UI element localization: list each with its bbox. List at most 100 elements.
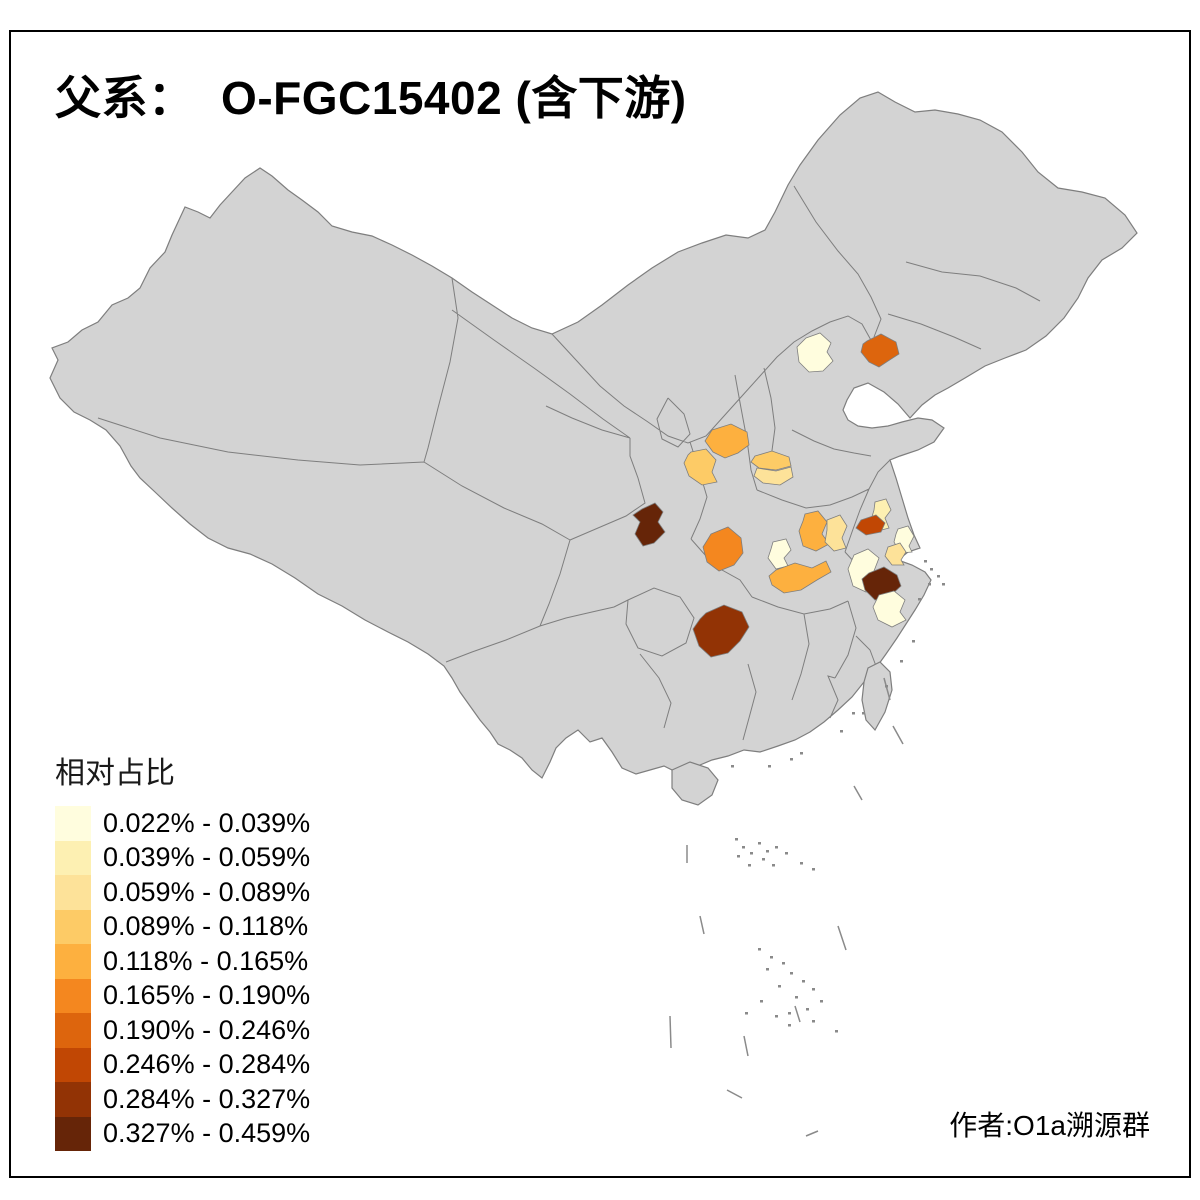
legend-label: 0.022% - 0.039% xyxy=(103,807,311,838)
region-zhejiang-south xyxy=(872,590,907,628)
island-speck xyxy=(731,765,734,768)
sea-dash xyxy=(699,915,705,935)
island-speck xyxy=(766,850,769,853)
legend-label: 0.246% - 0.284% xyxy=(103,1049,311,1080)
legend-swatch xyxy=(55,1047,91,1082)
island-speck xyxy=(800,862,803,865)
region-henan-west-lower xyxy=(753,466,794,486)
legend-label: 0.059% - 0.089% xyxy=(103,876,311,907)
island-speck xyxy=(852,712,855,715)
island-speck xyxy=(782,962,785,965)
island-speck xyxy=(802,980,805,983)
sea-dash xyxy=(837,925,847,951)
island-speck xyxy=(785,852,788,855)
island-speck xyxy=(775,1015,778,1018)
island-speck xyxy=(766,968,769,971)
island-speck xyxy=(735,838,738,841)
region-gansu-east xyxy=(683,448,718,486)
region-sichuan-east xyxy=(702,526,744,572)
island-speck xyxy=(928,583,931,586)
small-islands xyxy=(731,560,945,1033)
region-zhejiang-north xyxy=(884,542,907,566)
island-speck xyxy=(760,1000,763,1003)
sea-dash xyxy=(853,785,863,801)
sea-dash xyxy=(726,1089,743,1099)
island-speck xyxy=(788,1024,791,1027)
legend-swatch xyxy=(55,1116,91,1151)
legend-swatch xyxy=(55,875,91,910)
island-speck xyxy=(840,730,843,733)
island-speck xyxy=(800,752,803,755)
island-speck xyxy=(812,1020,815,1023)
attribution-text: 作者:O1a溯源群 xyxy=(949,1110,1150,1141)
legend-label: 0.118% - 0.165% xyxy=(103,945,309,976)
island-speck xyxy=(750,852,753,855)
legend-label: 0.190% - 0.246% xyxy=(103,1014,311,1045)
region-hunan-west xyxy=(692,604,750,658)
region-beijing xyxy=(796,332,834,373)
region-hubei-east xyxy=(768,560,832,594)
island-speck xyxy=(748,864,751,867)
taiwan-island xyxy=(861,661,893,732)
island-speck xyxy=(778,985,781,988)
mainland-outline xyxy=(49,91,1138,791)
island-speck xyxy=(758,842,761,845)
island-speck xyxy=(924,560,927,563)
legend-row: 0.039% - 0.059% xyxy=(55,840,311,875)
island-speck xyxy=(862,712,865,715)
legend-label: 0.089% - 0.118% xyxy=(103,911,309,942)
sea-dash xyxy=(743,1035,749,1057)
island-speck xyxy=(937,575,940,578)
legend-rows: 0.022% - 0.039% 0.039% - 0.059% 0.059% - 0… xyxy=(55,806,310,1151)
island-speck xyxy=(737,855,740,858)
legend-swatch xyxy=(55,909,91,944)
legend-row: 0.165% - 0.190% xyxy=(55,978,311,1013)
legend-row: 0.059% - 0.089% xyxy=(55,875,310,910)
legend-swatch xyxy=(55,978,91,1013)
island-speck xyxy=(795,996,798,999)
sea-dash xyxy=(805,1130,819,1137)
region-shaanxi-north xyxy=(704,423,750,459)
region-henan-west-upper xyxy=(750,450,792,471)
sea-dash xyxy=(794,1005,801,1023)
region-jiangsu-south xyxy=(855,514,886,536)
legend-label: 0.039% - 0.059% xyxy=(103,842,311,873)
island-speck xyxy=(820,1000,823,1003)
legend-row: 0.022% - 0.039% xyxy=(55,806,310,841)
island-speck xyxy=(790,972,793,975)
region-sichuan-north xyxy=(632,502,666,547)
legend-label: 0.327% - 0.459% xyxy=(103,1118,311,1149)
island-speck xyxy=(912,640,915,643)
sea-dash xyxy=(892,725,904,745)
legend-swatch xyxy=(55,806,91,841)
highlighted-regions xyxy=(632,332,915,658)
legend-row: 0.118% - 0.165% xyxy=(55,944,310,979)
legend-row: 0.284% - 0.327% xyxy=(55,1082,310,1117)
island-speck xyxy=(788,1012,791,1015)
island-speck xyxy=(790,758,793,761)
island-speck xyxy=(758,948,761,951)
island-speck xyxy=(812,868,815,871)
hainan-island xyxy=(671,761,719,806)
island-speck xyxy=(745,1012,748,1015)
legend-swatch xyxy=(55,944,91,979)
island-speck xyxy=(742,846,745,849)
island-speck xyxy=(900,660,903,663)
island-speck xyxy=(770,956,773,959)
island-speck xyxy=(762,858,765,861)
legend-swatch xyxy=(55,1082,91,1117)
island-speck xyxy=(772,864,775,867)
island-speck xyxy=(942,583,945,586)
island-speck xyxy=(806,1008,809,1011)
sea-dash xyxy=(883,677,891,701)
legend-swatch xyxy=(55,1013,91,1048)
region-henan-south xyxy=(798,510,830,552)
island-speck xyxy=(918,598,921,601)
legend-row: 0.327% - 0.459% xyxy=(55,1116,311,1151)
region-liaoning-coast xyxy=(860,333,900,368)
legend-label: 0.165% - 0.190% xyxy=(103,980,311,1011)
region-henan-southeast xyxy=(824,514,848,552)
island-speck xyxy=(812,988,815,991)
